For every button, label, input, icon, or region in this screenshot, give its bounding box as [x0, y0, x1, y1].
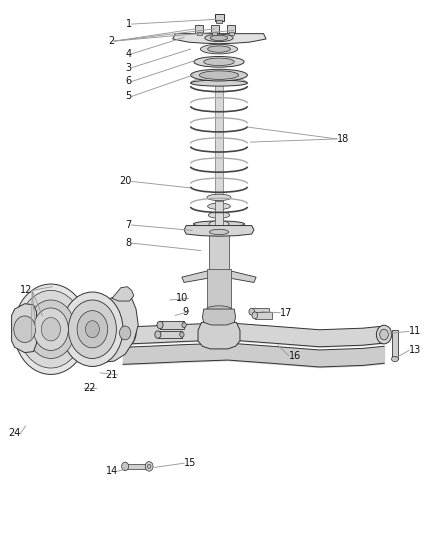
Ellipse shape: [207, 194, 231, 200]
Bar: [215, 74, 223, 230]
Polygon shape: [112, 287, 134, 301]
Bar: [216, 20, 222, 23]
Text: 7: 7: [125, 220, 132, 230]
Ellipse shape: [392, 357, 399, 362]
Text: 10: 10: [176, 293, 188, 303]
Text: 6: 6: [126, 77, 132, 86]
Ellipse shape: [209, 221, 229, 227]
Circle shape: [68, 300, 117, 359]
Ellipse shape: [208, 203, 230, 209]
Circle shape: [114, 320, 136, 346]
Polygon shape: [198, 322, 240, 349]
Polygon shape: [81, 296, 138, 362]
Ellipse shape: [191, 80, 247, 86]
Polygon shape: [173, 34, 266, 44]
Ellipse shape: [252, 312, 258, 319]
Text: 1: 1: [126, 19, 132, 29]
Text: 17: 17: [280, 308, 293, 318]
Text: 8: 8: [126, 238, 132, 248]
Text: 3: 3: [126, 63, 132, 72]
Bar: [197, 32, 202, 35]
Circle shape: [14, 316, 35, 343]
Bar: [211, 25, 219, 33]
Ellipse shape: [122, 462, 129, 471]
Bar: [215, 14, 224, 21]
Ellipse shape: [155, 331, 161, 338]
Ellipse shape: [180, 332, 184, 337]
Text: 14: 14: [106, 466, 118, 476]
Ellipse shape: [205, 34, 233, 42]
Bar: [252, 309, 269, 315]
Text: 22: 22: [83, 383, 96, 393]
Ellipse shape: [191, 69, 247, 81]
Text: 12: 12: [20, 286, 32, 295]
Bar: [229, 32, 234, 35]
Text: 2: 2: [108, 36, 114, 46]
Bar: [125, 464, 149, 469]
Circle shape: [77, 311, 108, 348]
Bar: [207, 269, 231, 309]
Text: 9: 9: [182, 306, 188, 317]
Text: 11: 11: [409, 326, 421, 336]
Circle shape: [120, 326, 131, 340]
Ellipse shape: [157, 321, 163, 329]
Ellipse shape: [380, 329, 389, 340]
Bar: [195, 25, 203, 33]
Ellipse shape: [210, 35, 228, 41]
Ellipse shape: [145, 462, 153, 471]
Ellipse shape: [194, 56, 244, 67]
Bar: [160, 321, 184, 329]
Polygon shape: [184, 225, 254, 236]
Polygon shape: [182, 271, 256, 282]
Ellipse shape: [201, 44, 237, 54]
Text: 24: 24: [8, 429, 20, 439]
Circle shape: [27, 300, 75, 359]
Ellipse shape: [376, 325, 392, 344]
Circle shape: [85, 321, 99, 338]
Circle shape: [33, 308, 68, 351]
Text: 20: 20: [119, 176, 132, 187]
Text: 5: 5: [125, 91, 132, 101]
Text: 21: 21: [105, 370, 118, 380]
Bar: [392, 330, 398, 359]
Text: 15: 15: [184, 458, 197, 468]
Text: 13: 13: [409, 345, 421, 356]
Bar: [209, 232, 229, 272]
Text: 4: 4: [126, 49, 132, 59]
Circle shape: [14, 284, 88, 374]
Ellipse shape: [208, 46, 230, 52]
Bar: [227, 25, 235, 33]
Ellipse shape: [249, 308, 254, 315]
Text: 18: 18: [337, 134, 349, 144]
Circle shape: [62, 292, 123, 367]
Polygon shape: [202, 309, 236, 325]
Circle shape: [41, 318, 60, 341]
Text: 16: 16: [289, 351, 301, 361]
Ellipse shape: [204, 58, 234, 66]
Ellipse shape: [209, 229, 229, 235]
Circle shape: [19, 290, 83, 368]
Bar: [212, 32, 217, 35]
Ellipse shape: [148, 464, 151, 469]
Bar: [255, 312, 272, 319]
Bar: [215, 201, 223, 236]
Ellipse shape: [208, 212, 230, 219]
Ellipse shape: [182, 322, 186, 328]
Ellipse shape: [194, 221, 244, 227]
Polygon shape: [12, 304, 36, 353]
Ellipse shape: [199, 71, 239, 79]
Ellipse shape: [207, 306, 231, 312]
Bar: [158, 331, 182, 338]
